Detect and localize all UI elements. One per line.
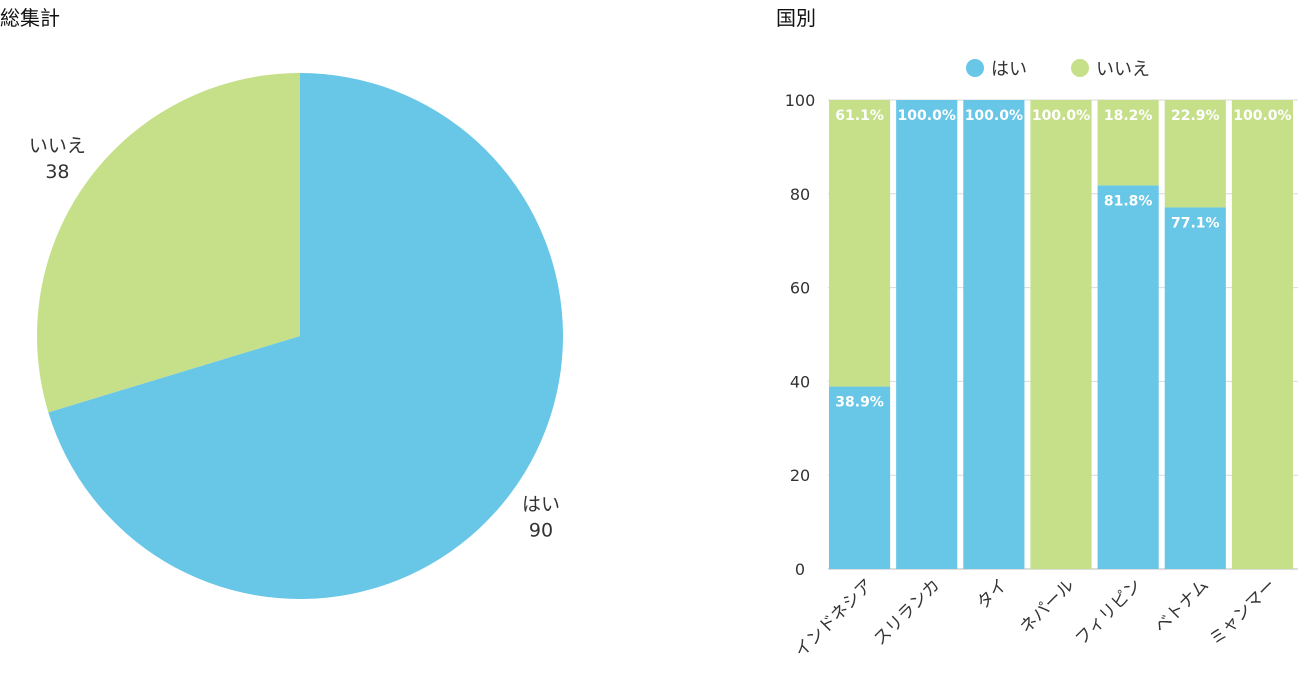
legend-label: はい — [991, 59, 1027, 80]
bar-segment-no — [1097, 100, 1159, 186]
bar-data-label: 61.1% — [835, 108, 884, 124]
x-category-label: フィリピン — [1072, 575, 1146, 649]
legend-marker-no — [1071, 59, 1089, 77]
bar-segment-yes — [1097, 185, 1159, 569]
y-tick-label: 100 — [785, 91, 816, 110]
bar-segment-yes — [829, 386, 891, 569]
bar-segment-no — [1164, 100, 1226, 208]
bar-data-label: 77.1% — [1171, 215, 1220, 231]
bar-data-label: 100.0% — [1032, 108, 1090, 124]
bar-data-label: 81.8% — [1104, 193, 1153, 209]
pie-chart: はい 90 いいえ 38 — [29, 73, 563, 599]
y-tick-label: 40 — [790, 372, 810, 391]
bar-data-label: 22.9% — [1171, 108, 1220, 124]
pie-slice-yes — [48, 73, 563, 599]
x-category-label: ベトナム — [1151, 575, 1213, 637]
bar-segment-no — [829, 100, 891, 387]
x-category-label: インドネシア — [791, 575, 877, 661]
bar-data-label: 100.0% — [965, 108, 1023, 124]
stacked-bar-chart: 0 20 40 60 80 100 38.9% 61.1% インドネシア 100.0% スリランカ 1… — [785, 59, 1298, 662]
y-tick-label: 20 — [790, 466, 810, 485]
x-category-label: タイ — [973, 575, 1011, 613]
bar-chart-title: 国別 — [776, 6, 816, 30]
pie-slice-value: 90 — [529, 520, 553, 542]
bar-segment-yes — [963, 100, 1025, 569]
y-tick-label: 60 — [790, 279, 810, 298]
pie-slice-value: 38 — [45, 161, 69, 183]
bar-segment-yes — [896, 100, 958, 569]
bar-data-label: 18.2% — [1104, 108, 1153, 124]
bar-data-label: 100.0% — [898, 108, 956, 124]
bar-data-label: 38.9% — [835, 395, 884, 411]
legend-label: いいえ — [1096, 59, 1150, 80]
pie-chart-title: 総集計 — [0, 6, 60, 30]
pie-slice-no — [37, 73, 300, 413]
x-category-label: ミャンマー — [1206, 575, 1280, 649]
legend-marker-yes — [966, 59, 984, 77]
y-tick-label: 0 — [795, 560, 805, 579]
bar-segment-no — [1030, 100, 1092, 569]
bar-segment-no — [1231, 100, 1293, 569]
bar-data-label: 100.0% — [1233, 108, 1291, 124]
bar-segment-yes — [1164, 207, 1226, 569]
pie-slice-label: はい — [522, 494, 560, 516]
pie-slice-label: いいえ — [29, 135, 86, 157]
y-tick-label: 80 — [790, 185, 810, 204]
x-category-label: スリランカ — [870, 575, 944, 649]
x-category-label: ネパール — [1016, 575, 1078, 637]
